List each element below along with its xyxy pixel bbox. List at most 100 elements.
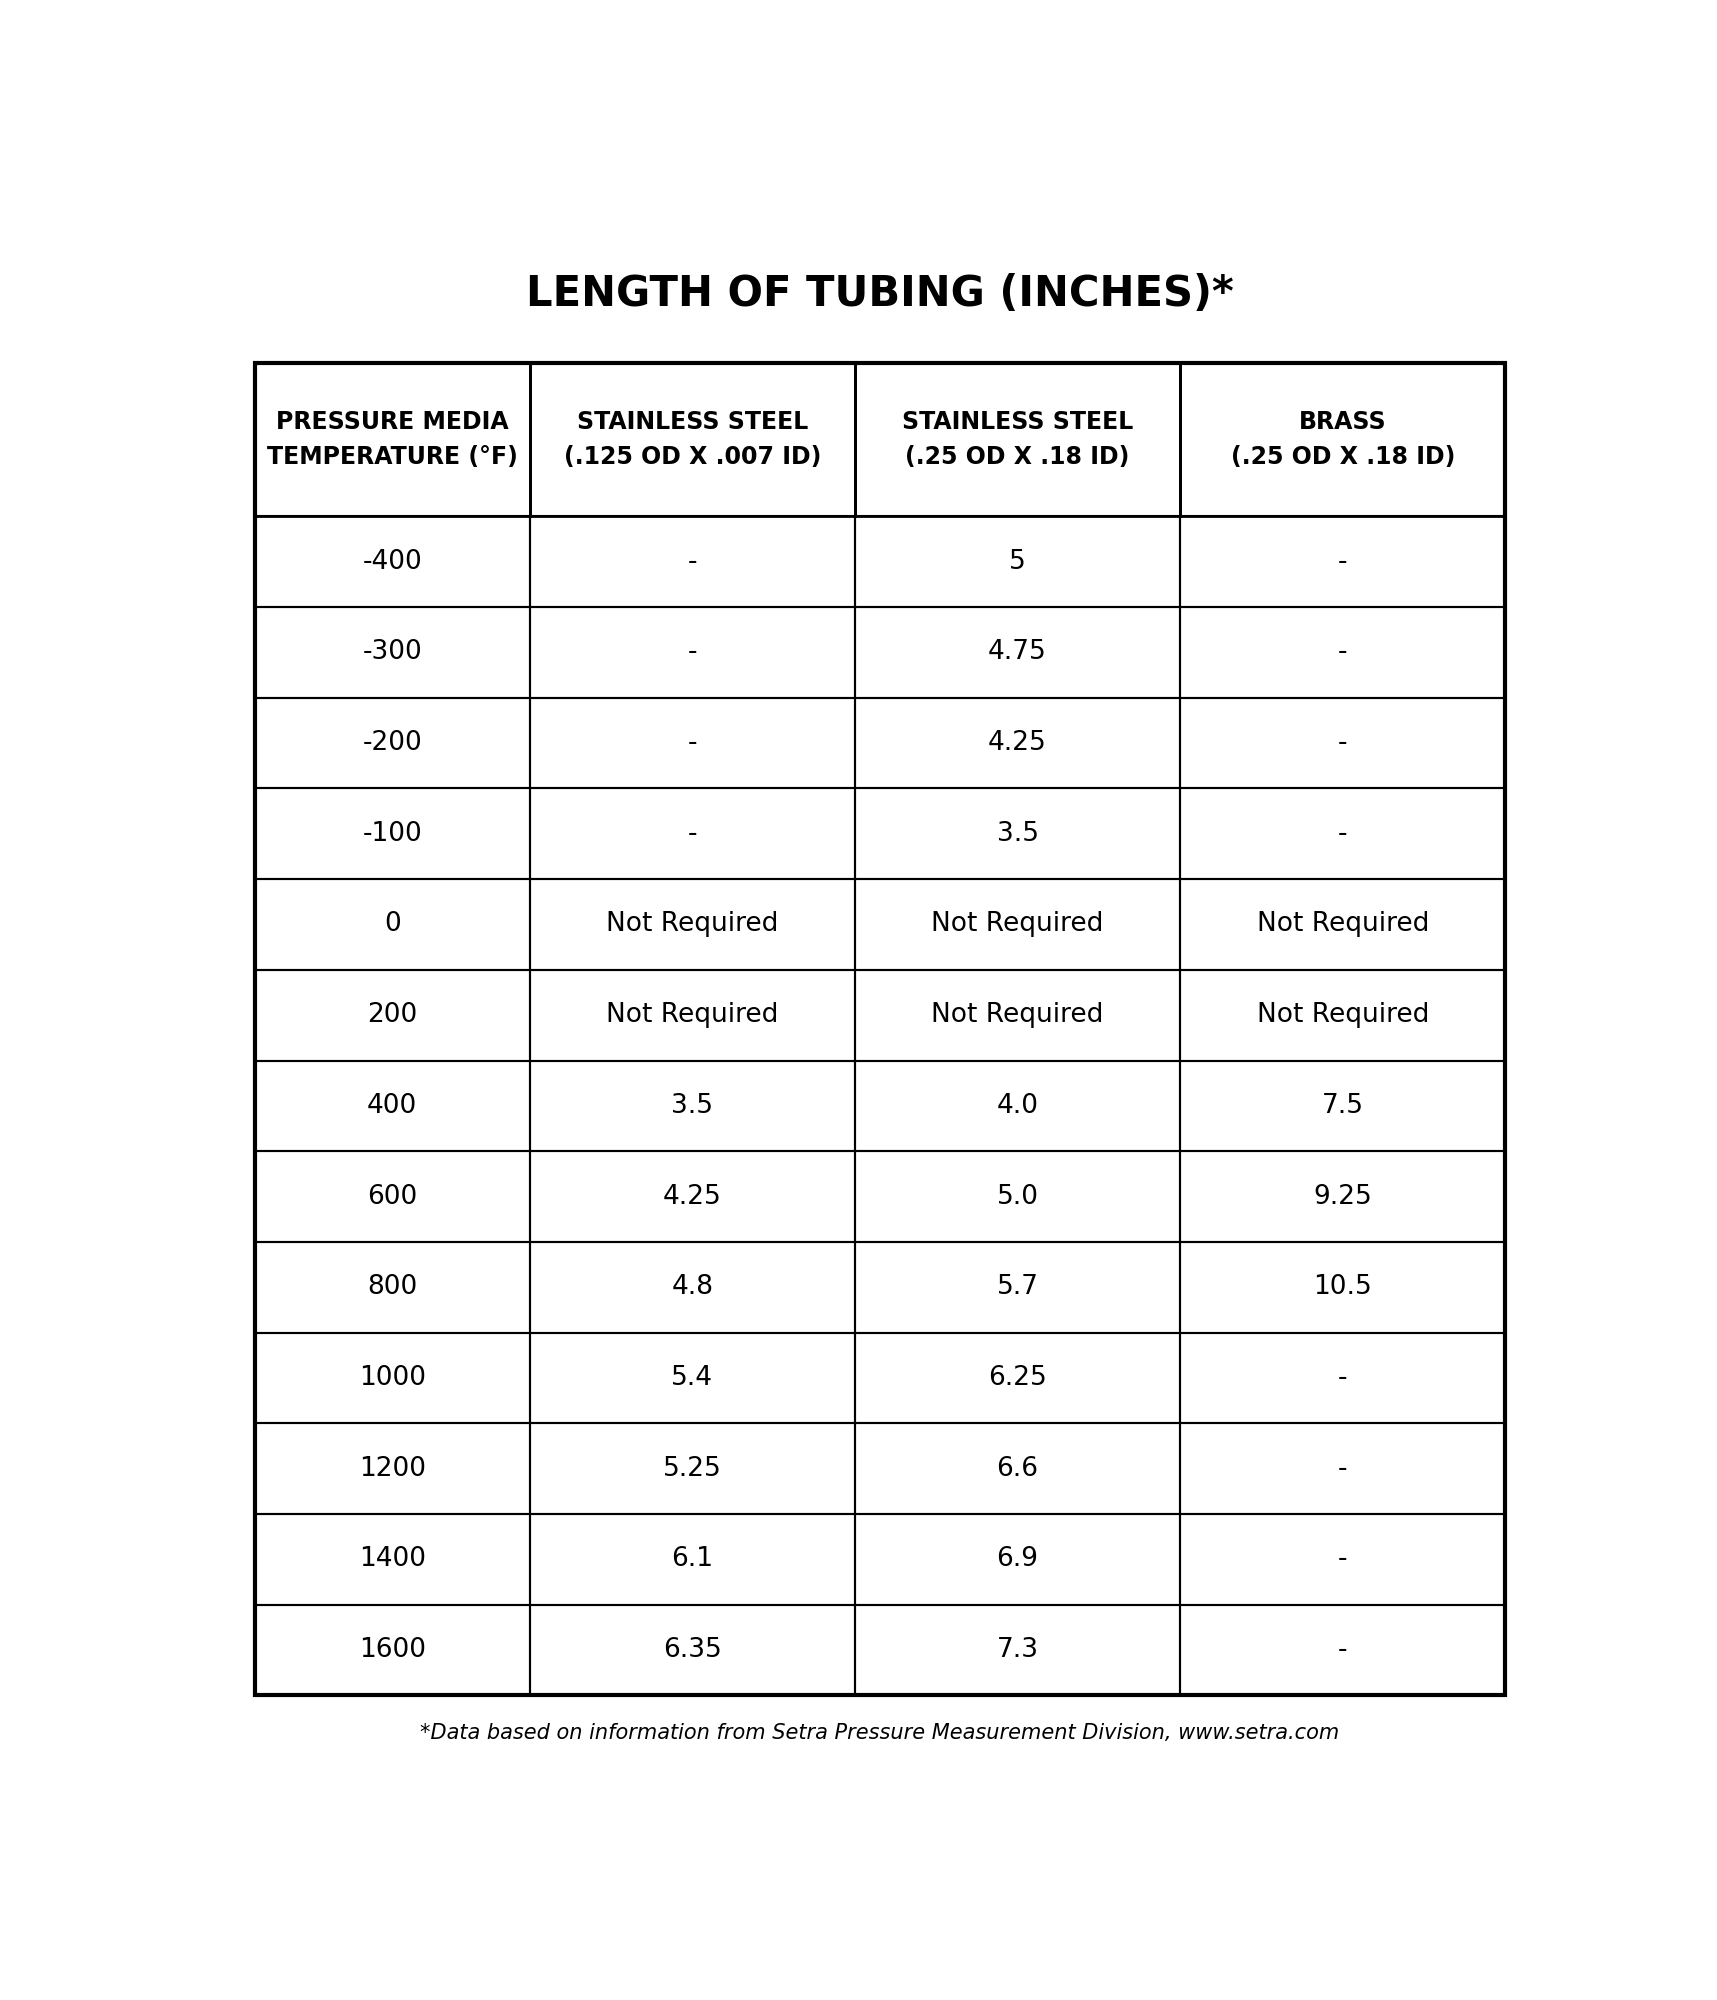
Text: -: - bbox=[687, 640, 697, 666]
Text: -: - bbox=[687, 548, 697, 574]
Text: 400: 400 bbox=[367, 1092, 417, 1118]
Text: 6.1: 6.1 bbox=[671, 1546, 713, 1572]
Bar bbox=[1180, 1604, 1506, 1696]
Text: -300: -300 bbox=[362, 640, 422, 666]
Bar bbox=[531, 1060, 855, 1152]
Text: Not Required: Not Required bbox=[931, 912, 1104, 938]
Bar bbox=[531, 970, 855, 1060]
Text: -: - bbox=[1338, 1636, 1348, 1662]
Text: BRASS
(.25 OD X .18 ID): BRASS (.25 OD X .18 ID) bbox=[1231, 410, 1454, 470]
Bar bbox=[855, 1424, 1180, 1514]
Bar bbox=[855, 1152, 1180, 1242]
Bar bbox=[855, 788, 1180, 880]
Bar bbox=[1180, 608, 1506, 698]
Text: 5.7: 5.7 bbox=[996, 1274, 1039, 1300]
Text: 4.75: 4.75 bbox=[989, 640, 1047, 666]
Text: 800: 800 bbox=[367, 1274, 417, 1300]
Bar bbox=[531, 608, 855, 698]
Text: 1200: 1200 bbox=[359, 1456, 426, 1482]
Text: LENGTH OF TUBING (INCHES)*: LENGTH OF TUBING (INCHES)* bbox=[525, 272, 1235, 314]
Bar bbox=[254, 364, 1506, 1696]
Text: -100: -100 bbox=[362, 820, 422, 846]
Bar bbox=[1180, 698, 1506, 788]
Text: 6.6: 6.6 bbox=[996, 1456, 1039, 1482]
Bar bbox=[254, 364, 531, 516]
Text: 6.25: 6.25 bbox=[989, 1364, 1047, 1390]
Bar bbox=[531, 788, 855, 880]
Text: Not Required: Not Required bbox=[1257, 1002, 1429, 1028]
Text: -200: -200 bbox=[362, 730, 422, 756]
Bar bbox=[855, 880, 1180, 970]
Text: STAINLESS STEEL
(.125 OD X .007 ID): STAINLESS STEEL (.125 OD X .007 ID) bbox=[563, 410, 821, 470]
Text: 4.0: 4.0 bbox=[996, 1092, 1039, 1118]
Bar bbox=[254, 1604, 531, 1696]
Bar bbox=[855, 1604, 1180, 1696]
Text: Not Required: Not Required bbox=[606, 1002, 778, 1028]
Bar bbox=[254, 1514, 531, 1604]
Text: PRESSURE MEDIA
TEMPERATURE (°F): PRESSURE MEDIA TEMPERATURE (°F) bbox=[266, 410, 517, 470]
Bar bbox=[531, 1424, 855, 1514]
Text: STAINLESS STEEL
(.25 OD X .18 ID): STAINLESS STEEL (.25 OD X .18 ID) bbox=[901, 410, 1133, 470]
Bar bbox=[531, 1514, 855, 1604]
Bar bbox=[254, 1242, 531, 1332]
Bar bbox=[855, 1060, 1180, 1152]
Bar bbox=[1180, 516, 1506, 608]
Bar bbox=[1180, 788, 1506, 880]
Text: 5.0: 5.0 bbox=[996, 1184, 1039, 1210]
Bar bbox=[1180, 880, 1506, 970]
Text: 6.35: 6.35 bbox=[663, 1636, 721, 1662]
Bar bbox=[254, 1060, 531, 1152]
Bar bbox=[855, 1242, 1180, 1332]
Text: 1000: 1000 bbox=[359, 1364, 426, 1390]
Text: 4.8: 4.8 bbox=[671, 1274, 713, 1300]
Text: -: - bbox=[1338, 640, 1348, 666]
Text: -: - bbox=[687, 820, 697, 846]
Bar bbox=[855, 516, 1180, 608]
Bar bbox=[1180, 1514, 1506, 1604]
Bar bbox=[855, 698, 1180, 788]
Text: -: - bbox=[1338, 1456, 1348, 1482]
Text: -: - bbox=[687, 730, 697, 756]
Text: -: - bbox=[1338, 1364, 1348, 1390]
Text: *Data based on information from Setra Pressure Measurement Division, www.setra.c: *Data based on information from Setra Pr… bbox=[421, 1724, 1339, 1744]
Text: -400: -400 bbox=[362, 548, 422, 574]
Bar bbox=[531, 516, 855, 608]
Bar bbox=[855, 608, 1180, 698]
Text: Not Required: Not Required bbox=[606, 912, 778, 938]
Bar bbox=[1180, 1152, 1506, 1242]
Text: -: - bbox=[1338, 548, 1348, 574]
Text: 3.5: 3.5 bbox=[671, 1092, 713, 1118]
Bar bbox=[531, 1152, 855, 1242]
Bar bbox=[531, 1604, 855, 1696]
Text: 5: 5 bbox=[1010, 548, 1027, 574]
Text: 200: 200 bbox=[367, 1002, 417, 1028]
Bar bbox=[254, 1152, 531, 1242]
Bar bbox=[1180, 1242, 1506, 1332]
Bar bbox=[254, 970, 531, 1060]
Text: 4.25: 4.25 bbox=[989, 730, 1047, 756]
Text: -: - bbox=[1338, 820, 1348, 846]
Text: 5.4: 5.4 bbox=[671, 1364, 713, 1390]
Bar bbox=[531, 364, 855, 516]
Bar bbox=[254, 880, 531, 970]
Text: -: - bbox=[1338, 730, 1348, 756]
Bar bbox=[855, 1514, 1180, 1604]
Text: Not Required: Not Required bbox=[931, 1002, 1104, 1028]
Bar bbox=[254, 608, 531, 698]
Bar bbox=[1180, 1060, 1506, 1152]
Text: 7.3: 7.3 bbox=[996, 1636, 1039, 1662]
Bar bbox=[254, 698, 531, 788]
Bar bbox=[254, 516, 531, 608]
Text: 1400: 1400 bbox=[359, 1546, 426, 1572]
Text: 600: 600 bbox=[367, 1184, 417, 1210]
Text: -: - bbox=[1338, 1546, 1348, 1572]
Text: Not Required: Not Required bbox=[1257, 912, 1429, 938]
Bar bbox=[254, 1332, 531, 1424]
Bar bbox=[1180, 970, 1506, 1060]
Text: 5.25: 5.25 bbox=[663, 1456, 721, 1482]
Bar bbox=[1180, 364, 1506, 516]
Bar bbox=[254, 788, 531, 880]
Bar bbox=[855, 1332, 1180, 1424]
Bar bbox=[531, 1242, 855, 1332]
Bar bbox=[855, 364, 1180, 516]
